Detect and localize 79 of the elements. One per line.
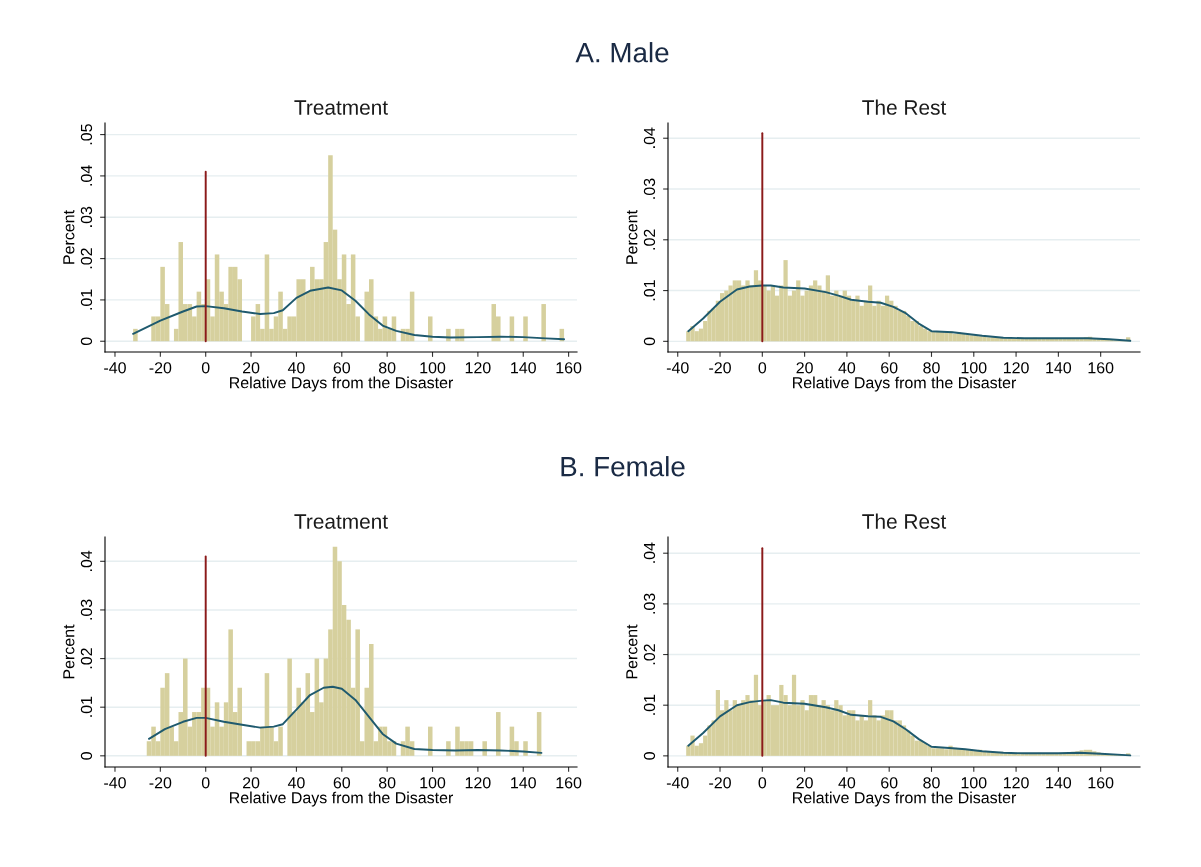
x-axis-title: Relative Days from the Disaster — [793, 791, 1017, 807]
x-tick-label: 120 — [1003, 777, 1029, 789]
y-tick-label: .04 — [80, 550, 93, 571]
y-tick-label: .01 — [643, 694, 656, 715]
y-tick-label: .04 — [80, 165, 93, 186]
y-axis-title: Percent — [626, 210, 638, 264]
y-tick-label: 0 — [80, 752, 93, 760]
x-tick-label: 20 — [242, 777, 260, 789]
x-tick-label: 80 — [923, 777, 940, 789]
x-axis-title: Relative Days from the Disaster — [793, 376, 1017, 392]
y-tick-label: .01 — [80, 289, 93, 310]
x-tick-label: 140 — [511, 362, 536, 374]
x-tick-label: 20 — [242, 362, 260, 374]
x-tick-label: 120 — [1003, 362, 1029, 374]
chart-title: The Rest — [862, 99, 947, 115]
chart-title: Treatment — [294, 100, 388, 115]
x-tick-label: -40 — [666, 362, 689, 374]
x-tick-label: 40 — [287, 362, 305, 374]
x-tick-label: 100 — [961, 362, 987, 374]
y-tick-label: .03 — [643, 593, 656, 614]
y-tick-label: 0 — [643, 337, 656, 346]
x-tick-label: 0 — [758, 362, 767, 374]
text: A. Male — [575, 42, 669, 63]
x-tick-label: 160 — [1088, 777, 1114, 789]
y-tick-label: .04 — [643, 542, 656, 563]
x-tick-label: -20 — [149, 362, 172, 374]
x-tick-label: 40 — [287, 777, 305, 789]
chart-title: The Rest — [862, 513, 947, 529]
x-tick-label: -20 — [709, 777, 731, 789]
x-tick-label: 140 — [1046, 362, 1072, 374]
x-axis-title: Relative Days from the Disaster — [230, 376, 454, 392]
x-tick-label: -40 — [104, 362, 126, 374]
x-tick-label: 60 — [333, 362, 351, 374]
x-tick-label: -20 — [709, 362, 731, 374]
x-tick-label: 20 — [796, 777, 813, 789]
x-tick-label: 80 — [378, 362, 396, 374]
x-tick-label: 140 — [1046, 777, 1072, 789]
y-tick-label: .05 — [80, 124, 93, 145]
x-axis-title: Relative Days from the Disaster — [230, 791, 454, 807]
y-tick-label: .02 — [643, 644, 656, 665]
x-tick-label: 100 — [420, 777, 446, 789]
x-tick-label: 120 — [465, 362, 491, 374]
x-tick-label: 60 — [881, 777, 898, 789]
y-tick-label: .02 — [643, 229, 656, 250]
x-tick-label: 40 — [838, 362, 856, 374]
x-tick-label: 100 — [961, 777, 987, 789]
y-axis-title: Percent — [63, 624, 75, 679]
x-tick-label: -40 — [666, 777, 689, 789]
y-tick-label: .01 — [643, 280, 656, 301]
x-tick-label: -40 — [104, 777, 126, 789]
text: B. Female — [561, 456, 685, 477]
y-tick-label: 0 — [643, 752, 656, 760]
y-tick-label: 0 — [80, 337, 93, 346]
x-tick-label: 0 — [201, 777, 210, 789]
x-tick-label: 80 — [378, 777, 396, 789]
y-tick-label: .03 — [643, 178, 656, 199]
x-tick-label: 0 — [758, 777, 767, 789]
x-tick-label: 0 — [201, 362, 210, 374]
y-tick-label: .02 — [80, 248, 93, 269]
y-tick-label: .02 — [80, 648, 93, 669]
x-tick-label: 160 — [556, 362, 582, 374]
x-tick-label: 20 — [796, 362, 813, 374]
chart-title: Treatment — [294, 514, 388, 529]
y-tick-label: .03 — [80, 206, 93, 227]
y-tick-label: .01 — [80, 696, 93, 717]
y-axis-title: Percent — [626, 624, 638, 679]
x-tick-label: 140 — [511, 777, 536, 789]
x-tick-label: 160 — [1088, 362, 1114, 374]
x-tick-label: 40 — [838, 777, 856, 789]
x-tick-label: -20 — [149, 777, 172, 789]
y-tick-label: .04 — [643, 127, 656, 148]
x-tick-label: 100 — [420, 362, 446, 374]
x-tick-label: 60 — [333, 777, 351, 789]
y-axis-title: Percent — [63, 210, 75, 264]
x-tick-label: 60 — [881, 362, 898, 374]
x-tick-label: 80 — [923, 362, 940, 374]
x-tick-label: 120 — [465, 777, 491, 789]
y-tick-label: .03 — [80, 599, 93, 620]
x-tick-label: 160 — [556, 777, 582, 789]
